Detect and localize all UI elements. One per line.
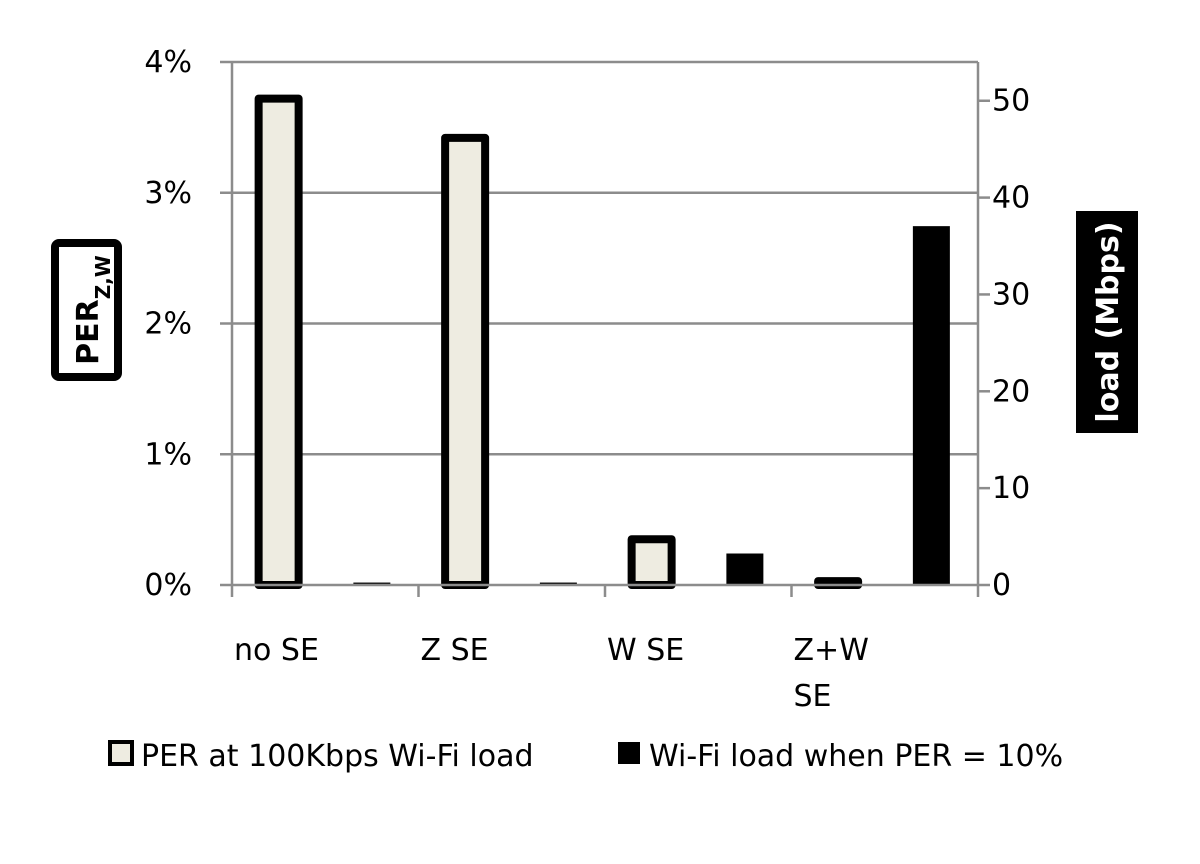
left-axis-title-box — [51, 239, 122, 381]
load-bar — [912, 226, 950, 586]
right-tick-label: 50 — [992, 84, 1030, 119]
per-bar — [627, 535, 676, 589]
left-axis-title: PERZ,W — [51, 239, 122, 381]
gridlines — [232, 60, 978, 456]
legend-swatch-load — [618, 742, 640, 764]
right-tick-label: 40 — [992, 181, 1030, 216]
right-tick-label: 30 — [992, 277, 1030, 312]
per-bars — [254, 94, 863, 590]
right-tick-label: 0 — [992, 568, 1011, 603]
right-axis-ticks: 0 10 20 30 40 50 — [992, 84, 1030, 603]
left-tick-label: 2% — [144, 307, 192, 342]
left-axis-ticks: 0% 1% 2% 3% 4% — [144, 45, 192, 603]
right-axis-title-text: load (Mbps) — [1091, 221, 1126, 422]
legend-swatch-per — [108, 740, 134, 766]
per-bar — [254, 94, 303, 590]
category-label: no SE — [234, 633, 319, 668]
left-tick-label: 0% — [144, 568, 192, 603]
left-tick-label: 3% — [144, 176, 192, 211]
right-tick-label: 10 — [992, 471, 1030, 506]
left-axis-title-text: PERZ,W — [71, 255, 115, 365]
left-tick-label: 4% — [144, 45, 192, 80]
category-label: SE — [794, 679, 832, 714]
legend-label-load: Wi-Fi load when PER = 10% — [649, 739, 1063, 774]
category-labels: no SE Z SE W SE Z+W SE — [234, 633, 869, 714]
category-label: Z+W — [794, 633, 869, 668]
legend: PER at 100Kbps Wi-Fi load Wi-Fi load whe… — [108, 739, 1063, 774]
per-bar — [441, 133, 490, 590]
category-label: Z SE — [421, 633, 489, 668]
axes — [220, 60, 990, 597]
right-axis-title: load (Mbps) — [1076, 211, 1138, 433]
load-bar — [726, 553, 764, 586]
right-axis-title-box — [1076, 211, 1138, 433]
category-label: W SE — [607, 633, 684, 668]
left-tick-label: 1% — [144, 437, 192, 472]
right-tick-label: 20 — [992, 374, 1030, 409]
legend-label-per: PER at 100Kbps Wi-Fi load — [141, 739, 534, 774]
